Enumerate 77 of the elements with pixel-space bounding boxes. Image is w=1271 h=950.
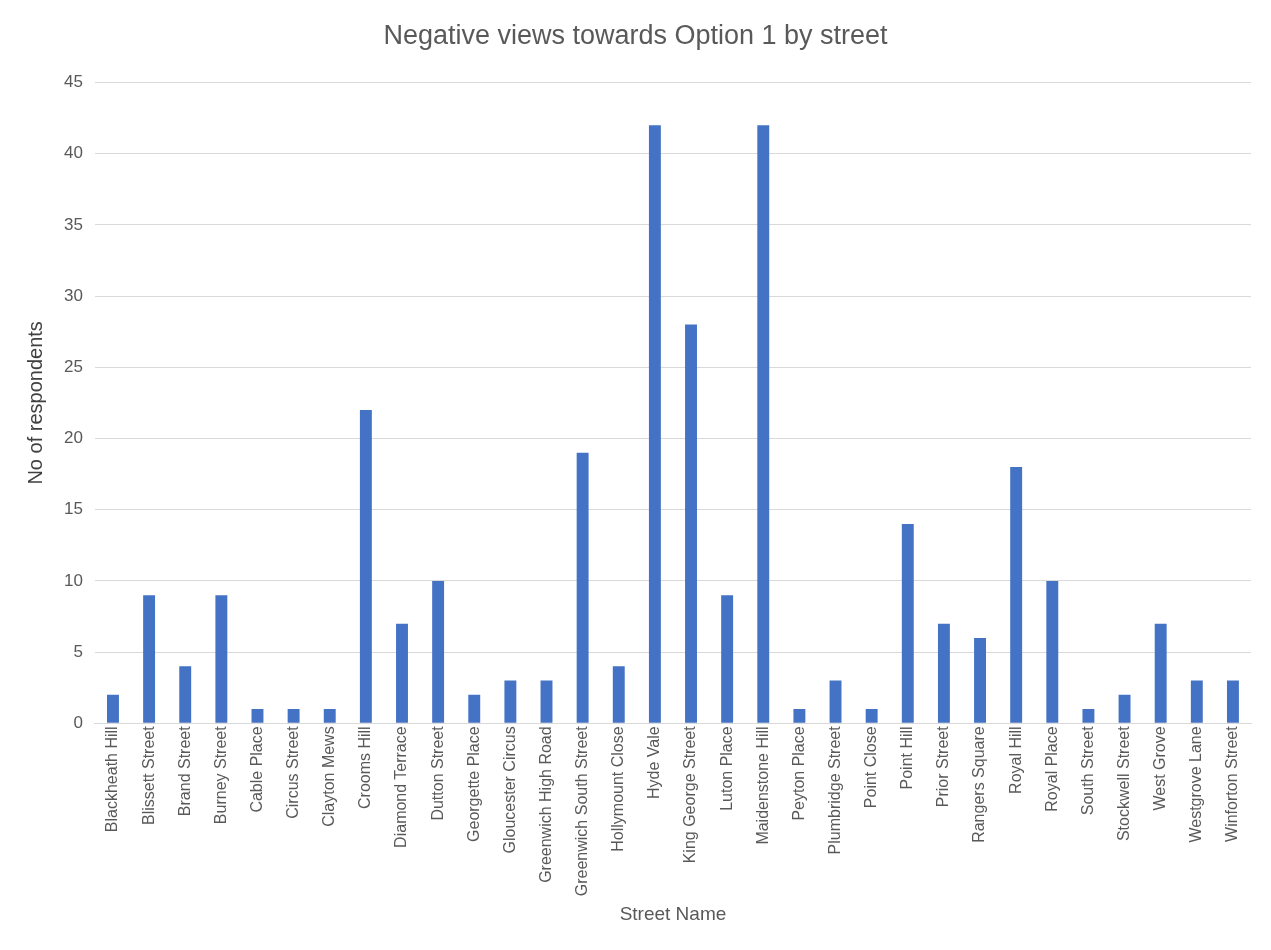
y-tick-label: 35 <box>63 214 83 234</box>
x-tick-label: Rangers Square <box>970 726 988 843</box>
x-tick-label: Greenwich High Road <box>536 726 554 883</box>
bar <box>504 680 517 723</box>
bar <box>1082 709 1095 723</box>
bar <box>901 523 914 723</box>
x-tick-label: Blissett Street <box>139 725 157 826</box>
x-tick-label: Blackheath Hill <box>103 726 121 833</box>
bar <box>721 595 734 723</box>
bar <box>540 680 553 723</box>
x-tick-label: Dutton Street <box>428 725 446 821</box>
x-tick-label: Hyde Vale <box>645 726 663 799</box>
y-tick-label: 20 <box>63 428 83 448</box>
bar <box>468 694 481 723</box>
bar <box>1118 694 1131 723</box>
y-tick-label: 30 <box>63 285 83 305</box>
bar <box>323 709 336 723</box>
y-tick-label: 40 <box>63 143 83 163</box>
x-tick-label: Maidenstone Hill <box>753 726 771 845</box>
x-tick-label: Royal Hill <box>1006 726 1024 794</box>
x-tick-label: Point Close <box>862 726 880 809</box>
bar <box>1010 466 1023 723</box>
x-tick-label: Hollymount Close <box>609 726 627 852</box>
bar <box>648 125 661 723</box>
x-tick-label: Circus Street <box>284 725 302 819</box>
bar <box>1046 580 1059 723</box>
y-tick-label: 25 <box>63 356 83 376</box>
y-tick-label: 5 <box>73 641 83 661</box>
bar <box>829 680 842 723</box>
bar <box>432 580 445 723</box>
bar <box>685 324 697 723</box>
x-tick-label: Stockwell Street <box>1114 725 1132 842</box>
bar <box>1226 680 1239 723</box>
bar <box>1154 623 1167 723</box>
bar <box>179 666 192 723</box>
x-tick-label: Winforton Street <box>1223 725 1241 842</box>
x-tick-label: Cable Place <box>247 726 265 813</box>
y-axis-title: No of respondents <box>23 321 46 485</box>
bar <box>251 709 264 723</box>
bar <box>1190 680 1203 723</box>
x-tick-label: Clayton Mews <box>320 726 338 827</box>
x-tick-label: Luton Place <box>717 726 735 811</box>
x-tick-label: Prior Street <box>934 725 952 808</box>
x-tick-label: Royal Place <box>1042 726 1060 812</box>
y-tick-label: 15 <box>63 499 83 519</box>
x-tick-label: Diamond Terrace <box>392 726 410 848</box>
bar <box>576 452 589 723</box>
bar <box>396 623 408 723</box>
bar <box>865 709 878 723</box>
x-tick-label: Gloucester Circus <box>500 726 518 854</box>
y-tick-label: 0 <box>73 713 83 733</box>
y-tick-label: 45 <box>63 72 83 92</box>
x-tick-label: Crooms Hill <box>356 726 374 809</box>
x-tick-label: South Street <box>1078 725 1096 816</box>
chart-title: Negative views towards Option 1 by street <box>383 19 889 50</box>
x-tick-label: Peyton Place <box>789 726 807 821</box>
x-tick-label: Brand Street <box>175 725 193 817</box>
x-tick-label: Westgrove Lane <box>1187 726 1205 843</box>
y-tick-label: 10 <box>63 570 83 590</box>
bar <box>287 709 300 723</box>
bar <box>793 709 806 723</box>
x-tick-label: King George Street <box>681 725 699 864</box>
bar <box>215 595 228 723</box>
x-tick-label: Plumbridge Street <box>825 725 843 855</box>
bar <box>143 595 156 723</box>
bar <box>974 637 986 723</box>
x-tick-label: West Grove <box>1151 726 1169 811</box>
x-tick-label: Point Hill <box>898 726 916 790</box>
bar <box>612 666 625 723</box>
bar <box>757 125 770 723</box>
x-tick-label: Burney Street <box>211 725 229 825</box>
bar <box>107 694 119 723</box>
x-tick-label: Georgette Place <box>464 726 482 842</box>
x-axis-title: Street Name <box>619 902 727 924</box>
x-tick-label: Greenwich South Street <box>573 725 591 897</box>
bar <box>359 409 372 723</box>
bar <box>937 623 950 723</box>
